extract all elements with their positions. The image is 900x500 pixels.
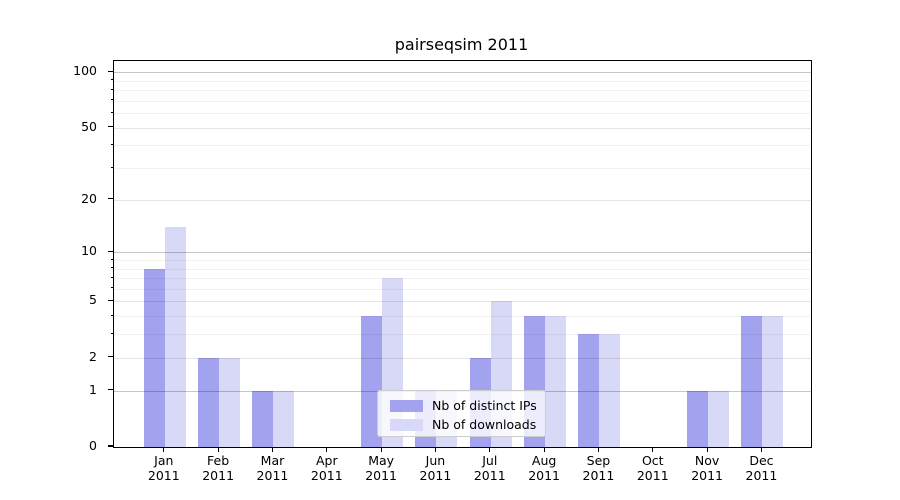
plot-area: Nb of distinct IPs Nb of downloads xyxy=(113,60,812,448)
x-tick-jun xyxy=(434,447,437,452)
gridline-20 xyxy=(114,199,811,201)
y-minortick-40 xyxy=(110,143,113,145)
x-tick-label-sep: Sep 2011 xyxy=(582,453,615,483)
y-minortick-30 xyxy=(110,166,113,168)
legend-row-distinct-ips: Nb of distinct IPs xyxy=(390,396,545,415)
gridline-100 xyxy=(114,72,811,74)
y-minortick-3 xyxy=(110,332,113,334)
bar-downloads-jan xyxy=(164,227,186,447)
gridline-minor-80 xyxy=(114,90,811,92)
x-tick-nov xyxy=(706,447,708,452)
bar-distinct-ips-mar xyxy=(252,390,274,447)
x-tick-label-feb: Feb 2011 xyxy=(202,453,235,483)
y-minortick-80 xyxy=(110,88,113,90)
legend-row-downloads: Nb of downloads xyxy=(390,415,545,434)
x-tick-label-aug: Aug 2011 xyxy=(528,453,561,483)
gridline-minor-30 xyxy=(114,168,811,170)
bar-downloads-dec xyxy=(762,316,784,447)
y-tick-label-5: 5 xyxy=(89,292,97,308)
gridline-minor-60 xyxy=(114,113,811,115)
gridline-minor-9 xyxy=(114,260,811,261)
x-tick-aug xyxy=(543,447,545,452)
x-tick-apr xyxy=(326,447,328,452)
gridline-2 xyxy=(114,357,811,359)
y-minortick-90 xyxy=(110,79,113,81)
x-tick-jul xyxy=(489,447,491,452)
gridline-minor-40 xyxy=(114,145,811,147)
x-tick-label-dec: Dec 2011 xyxy=(745,453,778,483)
x-tick-label-mar: Mar 2011 xyxy=(256,453,289,483)
y-tick-label-100: 100 xyxy=(73,63,97,79)
y-tick-50 xyxy=(108,126,113,128)
bar-distinct-ips-may xyxy=(361,316,383,447)
x-tick-label-nov: Nov 2011 xyxy=(691,453,723,483)
gridline-50 xyxy=(114,127,811,129)
bar-distinct-ips-jan xyxy=(143,268,165,447)
x-tick-label-jan: Jan 2011 xyxy=(147,453,180,483)
x-tick-label-may: May 2011 xyxy=(365,453,398,483)
y-tick-10 xyxy=(108,250,113,252)
bar-distinct-ips-dec xyxy=(741,316,763,447)
legend-label-downloads: Nb of downloads xyxy=(432,416,537,432)
y-tick-label-50: 50 xyxy=(81,118,97,134)
gridline-minor-70 xyxy=(114,100,811,102)
x-tick-sep xyxy=(597,447,600,452)
legend-swatch-distinct-ips xyxy=(390,399,423,412)
gridline-minor-4 xyxy=(114,316,811,318)
y-minortick-8 xyxy=(110,267,113,269)
gridline-10 xyxy=(114,252,811,254)
y-tick-label-1: 1 xyxy=(89,381,97,397)
x-tick-label-jul: Jul 2011 xyxy=(473,453,506,483)
gridline-minor-6 xyxy=(114,288,811,290)
bar-downloads-mar xyxy=(273,390,295,447)
y-minortick-60 xyxy=(110,111,113,113)
bar-distinct-ips-nov xyxy=(687,390,709,447)
x-tick-may xyxy=(380,447,382,452)
y-tick-label-2: 2 xyxy=(89,348,97,364)
y-minortick-4 xyxy=(110,314,113,316)
bar-downloads-aug xyxy=(545,316,567,447)
y-tick-label-10: 10 xyxy=(81,243,97,259)
x-tick-label-apr: Apr 2011 xyxy=(310,453,343,483)
bar-downloads-nov xyxy=(708,390,730,447)
x-tick-feb xyxy=(217,447,219,452)
y-tick-label-0: 0 xyxy=(89,438,97,453)
x-tick-oct xyxy=(652,447,654,452)
chart-title: pairseqsim 2011 xyxy=(394,35,529,54)
y-tick-2 xyxy=(108,356,113,358)
y-tick-20 xyxy=(108,198,113,200)
y-minortick-9 xyxy=(110,258,113,260)
y-tick-1 xyxy=(108,389,113,391)
gridline-minor-90 xyxy=(114,80,811,82)
gridline-minor-3 xyxy=(114,334,811,336)
y-tick-100 xyxy=(108,70,113,72)
x-tick-dec xyxy=(760,447,763,452)
y-minortick-70 xyxy=(110,99,113,101)
y-tick-label-20: 20 xyxy=(81,190,97,206)
legend-swatch-downloads xyxy=(390,418,423,431)
bar-downloads-sep xyxy=(599,334,621,447)
x-tick-label-oct: Oct 2011 xyxy=(636,453,669,483)
bar-downloads-feb xyxy=(219,357,241,447)
legend: Nb of distinct IPs Nb of downloads xyxy=(377,390,546,437)
gridline-5 xyxy=(114,301,811,303)
bar-distinct-ips-sep xyxy=(578,334,600,447)
x-tick-mar xyxy=(271,447,274,452)
y-tick-0 xyxy=(108,445,113,447)
legend-label-distinct-ips: Nb of distinct IPs xyxy=(432,397,537,413)
y-minortick-7 xyxy=(110,276,113,278)
gridline-minor-8 xyxy=(114,268,811,270)
x-tick-label-jun: Jun 2011 xyxy=(419,453,452,483)
bar-distinct-ips-feb xyxy=(198,357,220,447)
y-minortick-6 xyxy=(110,287,113,289)
x-tick-jan xyxy=(163,447,165,452)
y-tick-5 xyxy=(108,299,113,302)
gridline-minor-7 xyxy=(114,278,811,280)
